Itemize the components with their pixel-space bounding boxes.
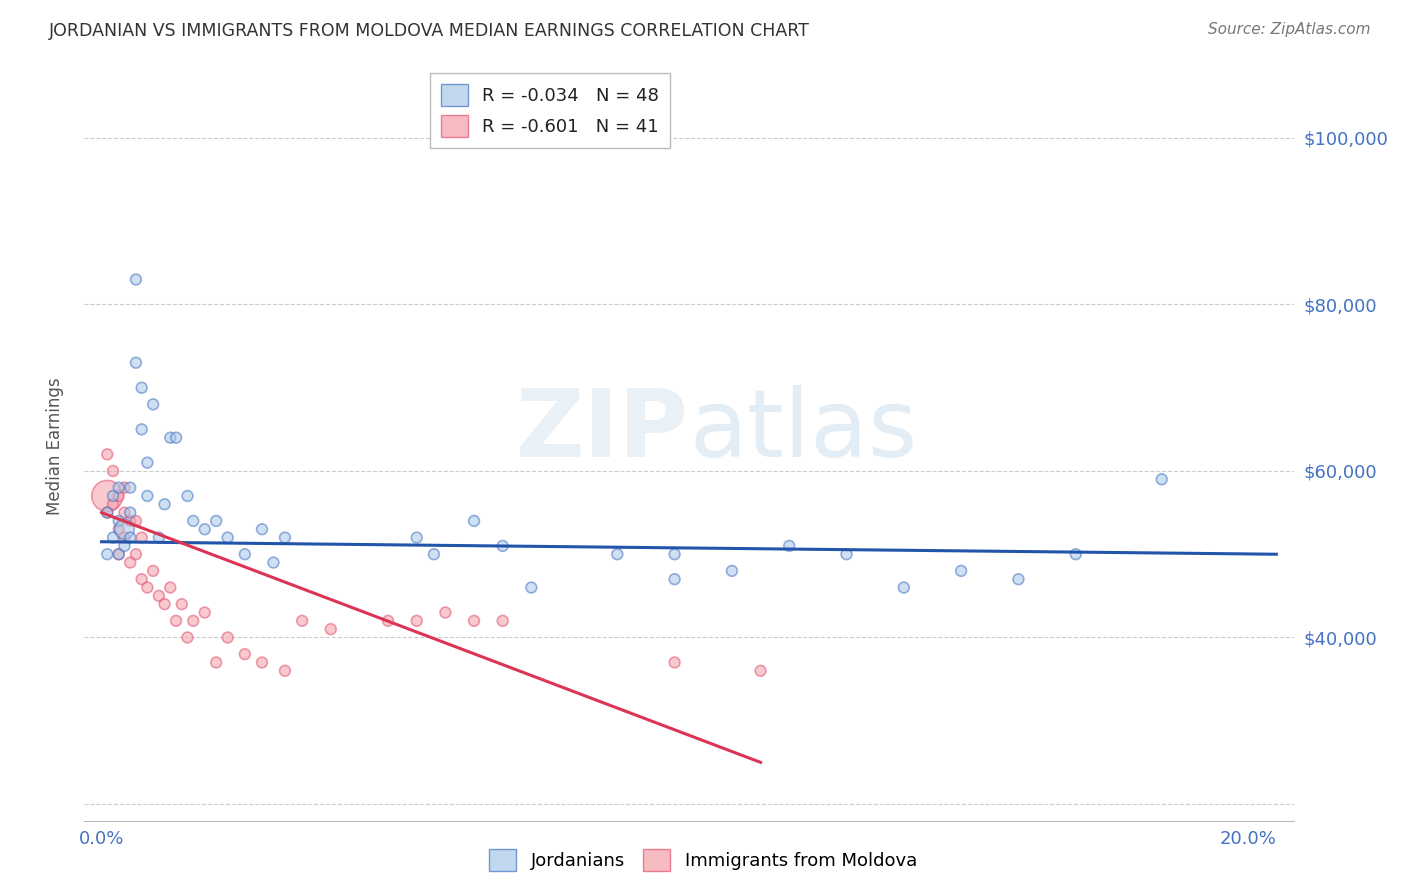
Point	[181, 514, 204, 528]
Point	[463, 514, 485, 528]
Point	[950, 564, 973, 578]
Text: atlas: atlas	[689, 385, 917, 477]
Point	[114, 481, 136, 495]
Point	[176, 489, 198, 503]
Point	[136, 456, 159, 470]
Point	[520, 581, 543, 595]
Text: JORDANIAN VS IMMIGRANTS FROM MOLDOVA MEDIAN EARNINGS CORRELATION CHART: JORDANIAN VS IMMIGRANTS FROM MOLDOVA MED…	[49, 22, 810, 40]
Point	[114, 539, 136, 553]
Point	[148, 531, 170, 545]
Point	[217, 531, 239, 545]
Point	[114, 531, 136, 545]
Point	[101, 489, 124, 503]
Point	[125, 547, 148, 561]
Point	[778, 539, 800, 553]
Point	[107, 489, 129, 503]
Point	[274, 531, 297, 545]
Point	[274, 664, 297, 678]
Point	[492, 614, 515, 628]
Point	[291, 614, 314, 628]
Point	[1007, 572, 1029, 586]
Point	[217, 631, 239, 645]
Point	[96, 506, 118, 520]
Point	[181, 614, 204, 628]
Point	[101, 464, 124, 478]
Point	[165, 431, 187, 445]
Point	[101, 531, 124, 545]
Point	[835, 547, 858, 561]
Point	[107, 514, 129, 528]
Point	[136, 489, 159, 503]
Point	[153, 597, 176, 611]
Point	[120, 481, 142, 495]
Point	[131, 531, 153, 545]
Point	[205, 514, 228, 528]
Point	[263, 556, 285, 570]
Point	[131, 572, 153, 586]
Point	[114, 522, 136, 536]
Point	[114, 506, 136, 520]
Y-axis label: Median Earnings: Median Earnings	[45, 377, 63, 515]
Point	[893, 581, 915, 595]
Point	[125, 272, 148, 286]
Point	[250, 522, 273, 536]
Point	[107, 547, 129, 561]
Point	[165, 614, 187, 628]
Point	[142, 397, 165, 411]
Point	[96, 447, 118, 461]
Point	[233, 547, 256, 561]
Point	[463, 614, 485, 628]
Point	[120, 531, 142, 545]
Point	[96, 506, 118, 520]
Legend: Jordanians, Immigrants from Moldova: Jordanians, Immigrants from Moldova	[482, 842, 924, 879]
Point	[148, 589, 170, 603]
Legend: R = -0.034   N = 48, R = -0.601   N = 41: R = -0.034 N = 48, R = -0.601 N = 41	[430, 73, 669, 148]
Point	[153, 497, 176, 511]
Point	[1150, 472, 1173, 486]
Point	[107, 481, 129, 495]
Point	[101, 497, 124, 511]
Point	[131, 422, 153, 436]
Point	[125, 514, 148, 528]
Point	[125, 356, 148, 370]
Point	[194, 606, 217, 620]
Point	[423, 547, 446, 561]
Point	[233, 647, 256, 661]
Point	[434, 606, 457, 620]
Point	[136, 581, 159, 595]
Point	[377, 614, 399, 628]
Point	[120, 506, 142, 520]
Point	[405, 614, 427, 628]
Point	[159, 431, 181, 445]
Point	[176, 631, 198, 645]
Text: ZIP: ZIP	[516, 385, 689, 477]
Point	[721, 564, 744, 578]
Point	[159, 581, 181, 595]
Point	[319, 622, 342, 636]
Point	[1064, 547, 1087, 561]
Point	[194, 522, 217, 536]
Point	[107, 522, 129, 536]
Point	[664, 547, 686, 561]
Point	[120, 556, 142, 570]
Point	[96, 489, 118, 503]
Point	[170, 597, 193, 611]
Point	[96, 547, 118, 561]
Point	[405, 531, 427, 545]
Text: Source: ZipAtlas.com: Source: ZipAtlas.com	[1208, 22, 1371, 37]
Point	[205, 656, 228, 670]
Point	[120, 514, 142, 528]
Point	[664, 572, 686, 586]
Point	[492, 539, 515, 553]
Point	[664, 656, 686, 670]
Point	[606, 547, 628, 561]
Point	[107, 547, 129, 561]
Point	[250, 656, 273, 670]
Point	[131, 381, 153, 395]
Point	[142, 564, 165, 578]
Point	[749, 664, 772, 678]
